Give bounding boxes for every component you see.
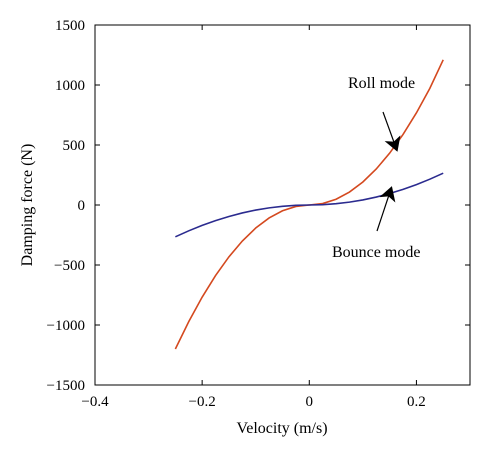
y-tick-label: 0 bbox=[78, 198, 86, 214]
x-tick-label: 0.2 bbox=[407, 394, 426, 410]
x-axis-label: Velocity (m/s) bbox=[236, 420, 327, 437]
x-tick-label: −0.4 bbox=[81, 394, 109, 410]
x-tick-label: 0 bbox=[306, 394, 314, 410]
x-tick-label: −0.2 bbox=[189, 394, 216, 410]
annotation-label-roll-mode: Roll mode bbox=[348, 75, 415, 92]
series-line-bounce-mode bbox=[175, 172, 444, 238]
y-tick-label: 500 bbox=[63, 138, 86, 154]
y-axis-label: Damping force (N) bbox=[19, 144, 36, 267]
annotation-arrow bbox=[376, 186, 396, 232]
y-tick-label: −1500 bbox=[47, 378, 85, 394]
y-tick-label: 1500 bbox=[55, 18, 85, 34]
y-tick-label: −500 bbox=[54, 258, 85, 274]
y-tick-label: 1000 bbox=[55, 78, 85, 94]
y-tick-label: −1000 bbox=[47, 318, 85, 334]
annotation-label-bounce-mode: Bounce mode bbox=[332, 244, 420, 261]
annotation-arrow bbox=[382, 111, 401, 152]
